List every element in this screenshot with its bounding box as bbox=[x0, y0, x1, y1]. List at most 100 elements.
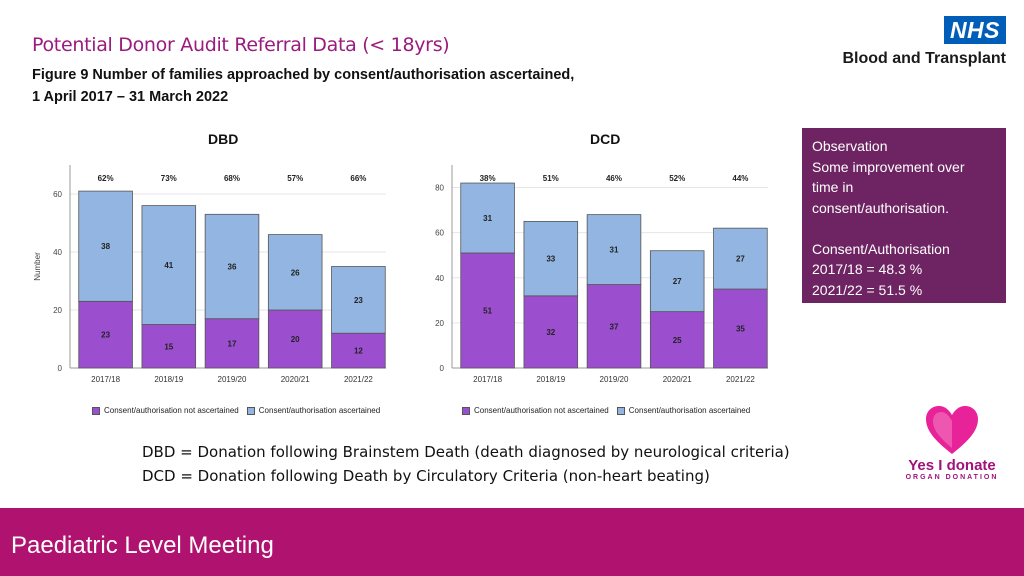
legend-label-ascertained: Consent/authorisation ascertained bbox=[628, 406, 751, 415]
bar-ascertained bbox=[78, 190, 133, 302]
dbd-chart: 0 20 40 60 Number 23 38 62% 2017/18 15 41 73% 2018/1… bbox=[33, 165, 386, 384]
heart-icon bbox=[926, 406, 978, 454]
figure-caption-line2: 1 April 2017 – 31 March 2022 bbox=[32, 89, 229, 105]
observation-heading: Observation bbox=[812, 138, 888, 154]
dbd-legend: Consent/authorisation not ascertained Co… bbox=[92, 406, 380, 415]
bar-value-label: 31 bbox=[483, 214, 492, 223]
bar-value-label: 33 bbox=[546, 255, 555, 264]
dcd-chart-heading: DCD bbox=[590, 131, 621, 147]
org-name: Blood and Transplant bbox=[842, 50, 1006, 67]
percent-label: 51% bbox=[543, 174, 559, 183]
bar-value-label: 36 bbox=[228, 263, 237, 272]
bar-ascertained bbox=[460, 182, 515, 254]
percent-label: 46% bbox=[606, 174, 622, 183]
bar-not-ascertained bbox=[649, 311, 705, 369]
bar-value-label: 12 bbox=[354, 347, 363, 356]
legend-swatch-not-ascertained bbox=[462, 406, 470, 415]
page-title: Potential Donor Audit Referral Data (< 1… bbox=[32, 34, 450, 56]
x-tick-label: 2019/20 bbox=[600, 375, 629, 384]
percent-label: 44% bbox=[732, 174, 748, 183]
observation-stat-2: 2021/22 = 51.5 % bbox=[812, 281, 923, 298]
x-tick-label: 2018/19 bbox=[154, 375, 183, 384]
bar-value-label: 20 bbox=[291, 335, 300, 344]
legend-label-ascertained: Consent/authorisation ascertained bbox=[258, 406, 381, 415]
y-tick-label: 40 bbox=[53, 248, 62, 257]
bar-ascertained bbox=[331, 266, 386, 334]
bar-ascertained bbox=[586, 214, 642, 285]
footer-bar: Paediatric Level Meeting bbox=[0, 508, 1024, 576]
bar-value-label: 38 bbox=[101, 242, 110, 251]
nhs-logo-box: NHS bbox=[943, 16, 1006, 44]
bar-ascertained bbox=[713, 227, 768, 290]
bar-value-label: 35 bbox=[736, 325, 745, 334]
legend-swatch-not-ascertained bbox=[92, 406, 100, 415]
legend-swatch-ascertained bbox=[616, 406, 625, 415]
bar-not-ascertained bbox=[523, 295, 579, 369]
campaign-subtext: ORGAN DONATION bbox=[905, 474, 999, 481]
bar-value-label: 15 bbox=[164, 342, 173, 351]
percent-label: 73% bbox=[161, 174, 177, 183]
legend-label-not-ascertained: Consent/authorisation not ascertained bbox=[474, 406, 609, 415]
dbd-chart-heading: DBD bbox=[208, 131, 239, 147]
bar-ascertained bbox=[523, 220, 579, 297]
observation-stat-1: 2017/18 = 48.3 % bbox=[812, 261, 923, 277]
bar-value-label: 25 bbox=[673, 336, 682, 345]
y-tick-label: 60 bbox=[53, 190, 62, 199]
y-tick-label: 40 bbox=[435, 274, 444, 283]
bar-not-ascertained bbox=[331, 332, 386, 369]
footer-label: Paediatric Level Meeting bbox=[11, 532, 274, 559]
definitions: DBD = Donation following Brainstem Death… bbox=[142, 440, 790, 488]
x-tick-label: 2019/20 bbox=[218, 375, 247, 384]
percent-label: 66% bbox=[350, 174, 366, 183]
percent-label: 38% bbox=[480, 174, 496, 183]
percent-label: 57% bbox=[287, 174, 303, 183]
y-tick-label: 20 bbox=[53, 306, 62, 315]
bar-not-ascertained bbox=[141, 324, 197, 369]
bar-ascertained bbox=[204, 213, 260, 320]
bar-value-label: 26 bbox=[291, 268, 300, 277]
bar-value-label: 23 bbox=[101, 331, 110, 340]
bar-not-ascertained bbox=[267, 309, 323, 369]
bar-value-label: 31 bbox=[610, 246, 619, 255]
y-axis-label: Number bbox=[33, 252, 42, 281]
dcd-definition: DCD = Donation following Death by Circul… bbox=[142, 467, 710, 485]
dcd-chart: 0 20 40 60 80 51 31 38% 2017/18 32 33 51% 2018/19 37 3… bbox=[435, 165, 768, 384]
percent-label: 52% bbox=[669, 174, 685, 183]
nhsbt-logo: NHS Blood and Transplant bbox=[842, 16, 1006, 68]
bar-not-ascertained bbox=[204, 318, 260, 369]
legend-swatch-ascertained bbox=[246, 406, 255, 415]
x-tick-label: 2020/21 bbox=[281, 375, 310, 384]
y-tick-label: 60 bbox=[435, 229, 444, 238]
observation-text-1: Some improvement over bbox=[812, 158, 965, 175]
bar-value-label: 17 bbox=[228, 339, 237, 348]
campaign-text: Yes I donate bbox=[908, 457, 996, 474]
bar-not-ascertained bbox=[78, 300, 133, 369]
bar-ascertained bbox=[649, 250, 705, 313]
y-tick-label: 20 bbox=[435, 319, 444, 328]
x-tick-label: 2021/22 bbox=[726, 375, 755, 384]
dbd-definition: DBD = Donation following Brainstem Death… bbox=[142, 443, 790, 461]
x-tick-label: 2021/22 bbox=[344, 375, 373, 384]
bar-value-label: 37 bbox=[610, 322, 619, 331]
y-tick-label: 0 bbox=[58, 364, 63, 373]
bar-ascertained bbox=[267, 234, 323, 311]
y-tick-label: 0 bbox=[440, 364, 445, 373]
bar-not-ascertained bbox=[586, 284, 642, 369]
x-tick-label: 2017/18 bbox=[91, 375, 120, 384]
legend-label-not-ascertained: Consent/authorisation not ascertained bbox=[104, 406, 239, 415]
dcd-legend: Consent/authorisation not ascertained Co… bbox=[462, 406, 750, 415]
x-tick-label: 2017/18 bbox=[473, 375, 502, 384]
x-tick-label: 2020/21 bbox=[663, 375, 692, 384]
y-tick-label: 80 bbox=[435, 184, 444, 193]
bar-value-label: 27 bbox=[673, 277, 682, 286]
percent-label: 68% bbox=[224, 174, 240, 183]
figure-caption: Figure 9 Number of families approached b… bbox=[32, 64, 574, 108]
percent-label: 62% bbox=[98, 174, 114, 183]
bar-value-label: 32 bbox=[546, 328, 555, 337]
bar-value-label: 27 bbox=[736, 255, 745, 264]
x-tick-label: 2018/19 bbox=[536, 375, 565, 384]
observation-panel: Observation Some improvement over time i… bbox=[802, 128, 1006, 303]
observation-text-2: time in bbox=[812, 179, 854, 195]
bar-value-label: 23 bbox=[354, 296, 363, 305]
observation-stat-heading: Consent/Authorisation bbox=[812, 240, 950, 257]
